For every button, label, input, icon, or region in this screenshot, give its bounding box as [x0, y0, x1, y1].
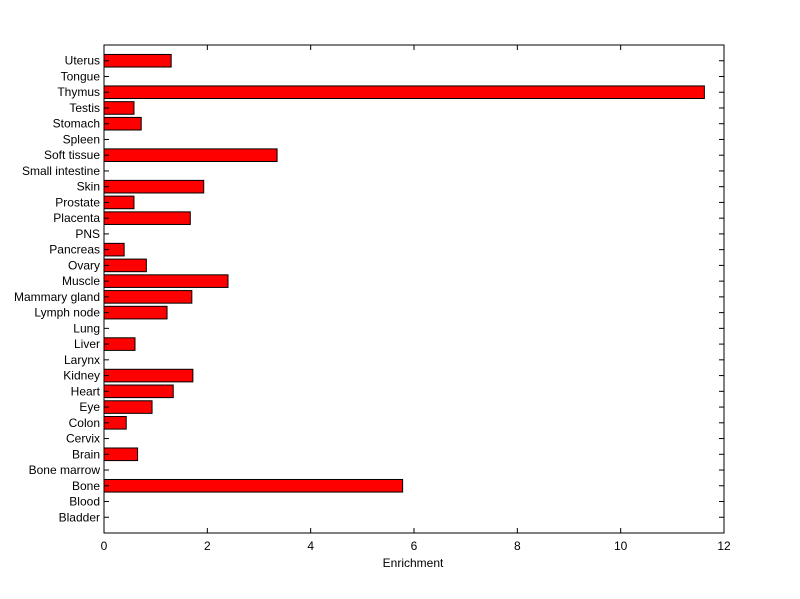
x-tick-label: 2 [204, 539, 211, 553]
y-tick-label: Brain [72, 447, 100, 461]
y-tick-label: Testis [69, 101, 100, 115]
bar [103, 290, 193, 304]
y-tick-label: Heart [71, 384, 101, 398]
y-tick-label: Lung [73, 321, 100, 335]
y-tick-label: Thymus [57, 85, 100, 99]
x-tick-label: 12 [717, 539, 731, 553]
bar [103, 447, 139, 462]
y-tick-label: Mammary gland [14, 290, 100, 304]
bar [103, 211, 191, 225]
y-tick-label: Prostate [55, 195, 100, 209]
y-tick-label: Tongue [61, 69, 101, 83]
x-tick-label: 4 [307, 539, 314, 553]
bar [103, 384, 174, 399]
bar [103, 85, 705, 100]
y-tick-label: Skin [77, 180, 100, 194]
x-tick-label: 8 [514, 539, 521, 553]
bar [103, 274, 229, 288]
y-tick-label: Uterus [65, 54, 100, 68]
plot-frame [103, 44, 725, 534]
bar [103, 258, 147, 273]
bar [103, 148, 278, 162]
y-tick-label: Blood [69, 495, 100, 509]
y-tick-label: Small intestine [22, 164, 100, 178]
y-tick-label: Lymph node [34, 306, 100, 320]
y-tick-label: Cervix [66, 432, 100, 446]
bar [103, 116, 142, 131]
y-tick-label: Pancreas [49, 243, 100, 257]
bar [103, 478, 404, 493]
x-tick-label: 6 [411, 539, 418, 553]
plot-area [104, 45, 724, 533]
y-tick-label: Spleen [63, 132, 100, 146]
y-tick-label: Ovary [68, 258, 100, 272]
y-tick-label: Bone [72, 479, 100, 493]
y-tick-label: Larynx [64, 353, 100, 367]
y-tick-label: PNS [75, 227, 100, 241]
x-tick-label: 0 [101, 539, 108, 553]
y-tick-label: Bladder [59, 510, 100, 524]
y-tick-label: Bone marrow [29, 463, 101, 477]
x-axis-title: Enrichment [383, 556, 444, 570]
y-tick-label: Soft tissue [44, 148, 100, 162]
bar [103, 400, 153, 414]
y-tick-label: Muscle [62, 274, 100, 288]
y-tick-label: Liver [74, 337, 100, 351]
bar [103, 53, 172, 68]
y-tick-label: Stomach [53, 117, 100, 131]
y-tick-label: Kidney [63, 369, 100, 383]
bar [103, 179, 205, 194]
y-tick-label: Placenta [53, 211, 100, 225]
y-tick-label: Colon [69, 416, 100, 430]
y-tick-label: Eye [79, 400, 100, 414]
bar [103, 305, 168, 320]
x-tick-label: 10 [614, 539, 628, 553]
bar [103, 368, 194, 383]
